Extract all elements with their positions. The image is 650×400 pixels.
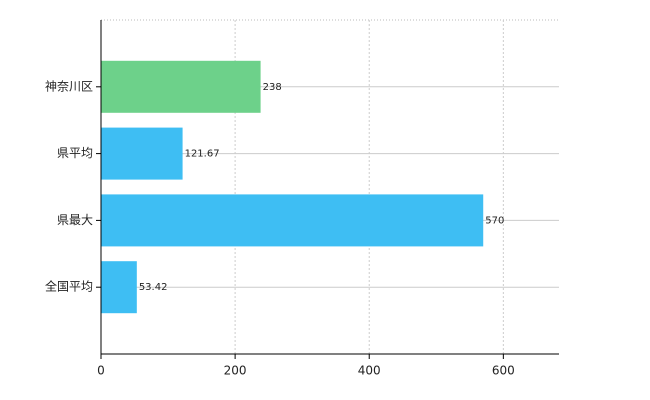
value-label: 238: [263, 82, 282, 93]
y-tick-label: 全国平均: [45, 279, 93, 294]
x-tick-label: 400: [358, 364, 381, 378]
bar: [101, 60, 261, 113]
bar: [101, 194, 484, 247]
value-label: 53.42: [139, 282, 168, 293]
x-tick-label: 600: [492, 364, 515, 378]
value-label: 121.67: [185, 149, 220, 160]
x-tick-label: 200: [224, 364, 247, 378]
bar: [101, 127, 183, 180]
bar: [101, 261, 137, 314]
y-tick-label: 県平均: [57, 146, 93, 160]
value-label: 570: [485, 215, 504, 226]
y-tick-label: 神奈川区: [45, 79, 93, 93]
x-tick-label: 0: [97, 364, 105, 378]
y-tick-label: 県最大: [57, 213, 93, 227]
